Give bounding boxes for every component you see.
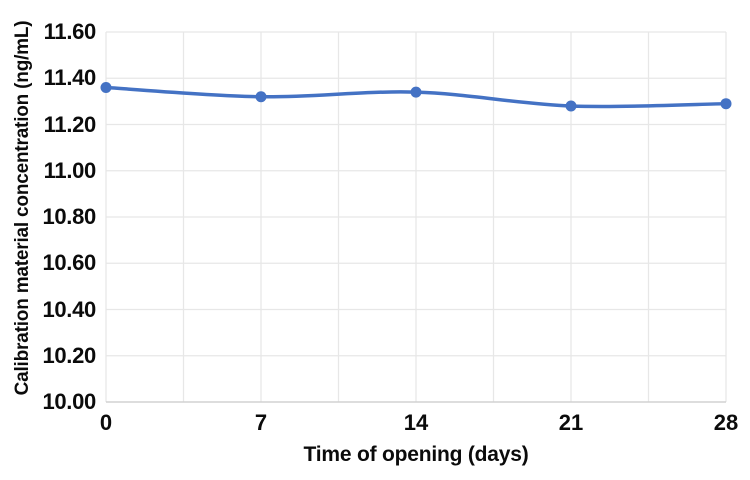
y-tick-label: 11.00: [43, 157, 97, 183]
data-point-marker: [720, 98, 732, 110]
x-tick-label: 7: [254, 410, 268, 435]
x-tick-label: 21: [558, 410, 584, 435]
y-tick-label: 11.40: [43, 65, 97, 91]
data-point-marker: [410, 86, 422, 98]
x-tick-label: 14: [403, 410, 429, 435]
y-tick-label: 10.40: [42, 296, 96, 322]
y-tick-label: 10.20: [42, 342, 96, 368]
x-tick-label: 28: [713, 410, 739, 435]
data-point-marker: [100, 82, 112, 93]
y-tick-label: 11.20: [43, 111, 97, 137]
y-tick-label: 10.00: [42, 389, 96, 414]
data-point-marker: [255, 91, 267, 103]
data-point-marker: [565, 100, 577, 112]
y-tick-label: 10.60: [42, 250, 96, 276]
x-tick-label: 0: [99, 410, 113, 435]
x-axis-title: Time of opening (days): [303, 443, 529, 466]
y-tick-label: 11.60: [43, 19, 97, 44]
y-tick-label: 10.80: [42, 204, 96, 229]
